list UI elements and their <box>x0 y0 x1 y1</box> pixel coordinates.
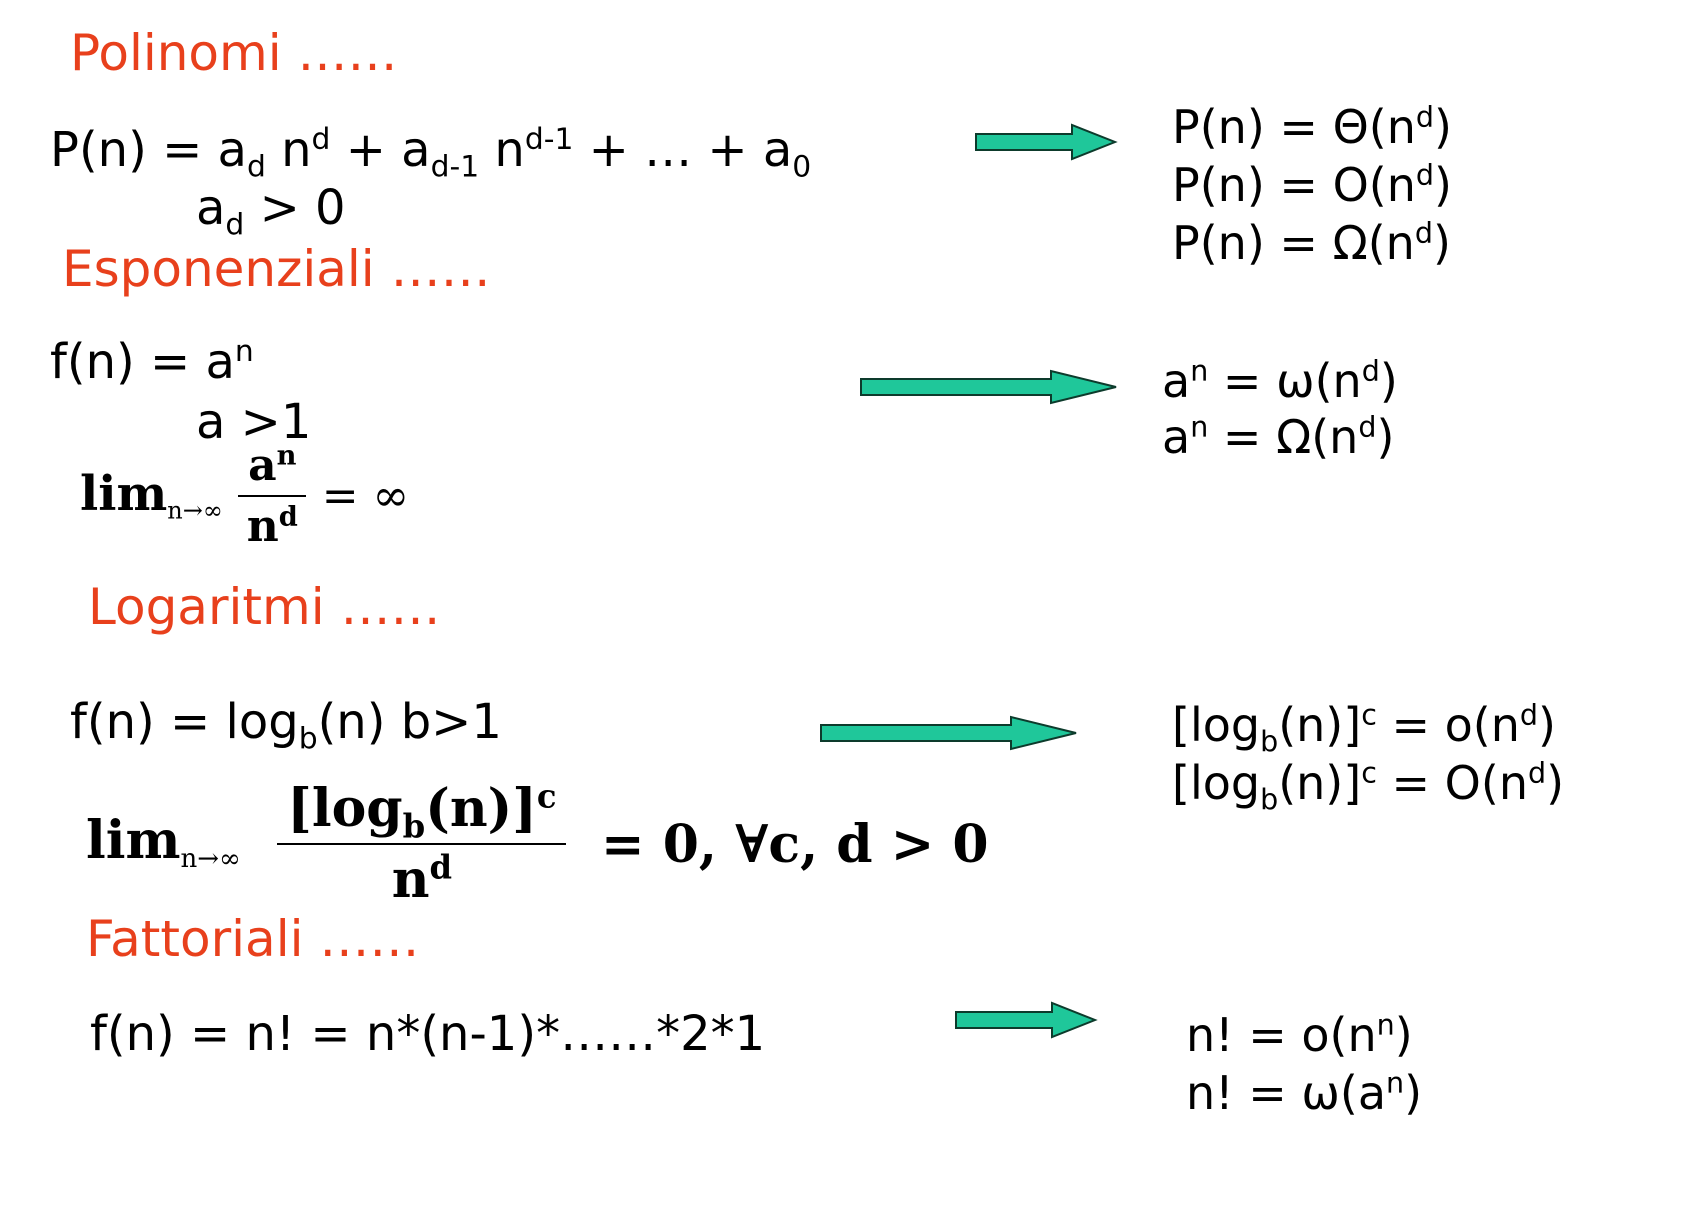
exponential-result-omega: an = Ω(nd) <box>1162 410 1395 464</box>
polynomial-result-big-o: P(n) = O(nd) <box>1172 158 1452 212</box>
polynomial-result-theta: P(n) = Θ(nd) <box>1172 100 1452 154</box>
exponential-limit: limn→∞ an nd = ∞ <box>80 439 410 552</box>
section-title-logaritmi: Logaritmi …… <box>88 578 441 636</box>
polynomial-condition: ad > 0 <box>196 180 346 243</box>
logarithm-formula: f(n) = logb(n) b>1 <box>70 694 502 757</box>
logarithm-result-big-o: [logb(n)]c = O(nd) <box>1172 756 1565 817</box>
polynomial-formula: P(n) = ad nd + ad-1 nd-1 + … + a0 <box>50 122 812 185</box>
arrow-fattoriali <box>955 1001 1098 1039</box>
arrow-polinomi <box>975 123 1118 161</box>
arrow-logaritmi <box>820 715 1077 751</box>
logarithm-result-little-o: [logb(n)]c = o(nd) <box>1172 698 1556 759</box>
polynomial-result-omega: P(n) = Ω(nd) <box>1172 216 1451 270</box>
factorial-result-little-omega: n! = ω(an) <box>1186 1066 1423 1120</box>
logarithm-limit: limn→∞ [logb(n)]c nd = 0, ∀c, d > 0 <box>86 777 989 910</box>
factorial-result-little-o: n! = o(nn) <box>1186 1008 1413 1062</box>
arrow-esponenziali <box>860 369 1117 405</box>
factorial-formula: f(n) = n! = n*(n-1)*……*2*1 <box>90 1006 766 1062</box>
exponential-result-little-omega: an = ω(nd) <box>1162 354 1398 408</box>
section-title-esponenziali: Esponenziali …… <box>62 240 491 298</box>
exponential-formula: f(n) = an <box>50 334 254 390</box>
section-title-fattoriali: Fattoriali …… <box>86 910 420 968</box>
section-title-polinomi: Polinomi …… <box>70 24 398 82</box>
exponential-condition: a >1 <box>196 394 312 450</box>
